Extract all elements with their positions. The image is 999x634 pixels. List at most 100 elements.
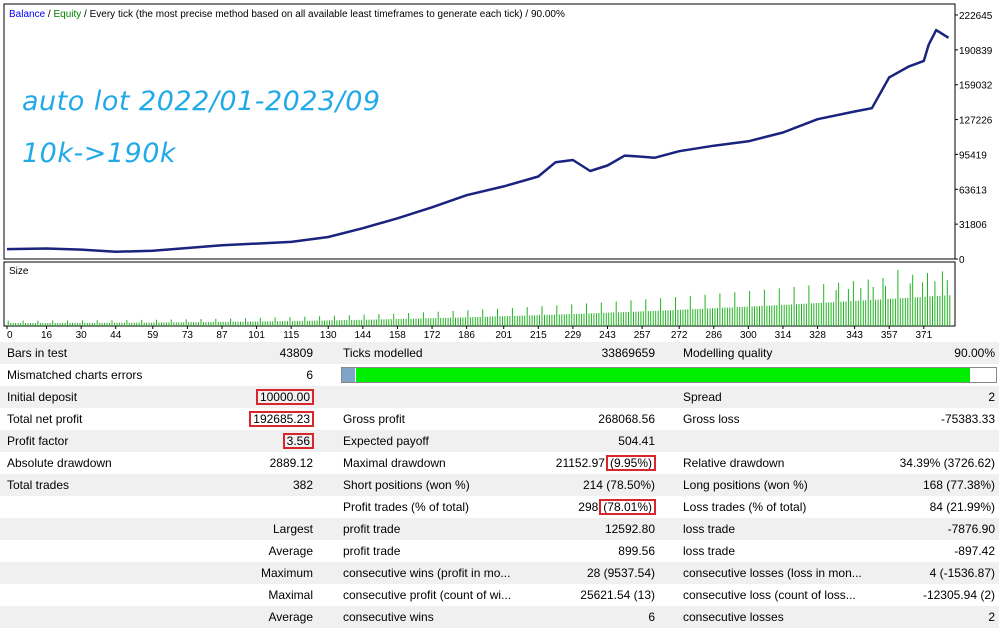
report-value: 33869659 <box>602 342 655 364</box>
report-label: Loss trades (% of total) <box>683 496 806 518</box>
report-text: Initial deposit <box>7 390 78 404</box>
x-tick-label: 101 <box>248 330 265 341</box>
report-text: Average <box>268 544 313 558</box>
report-text: -7876.90 <box>947 522 995 536</box>
report-text: Bars in test <box>7 346 68 360</box>
report-label: Profit trades (% of total) <box>343 496 469 518</box>
report-label: Relative drawdown <box>683 452 784 474</box>
y-tick-label: 127226 <box>959 116 993 127</box>
highlighted-percent: (78.01%) <box>599 499 656 515</box>
y-tick-label: 159032 <box>959 81 993 92</box>
x-tick-label: 343 <box>846 330 863 341</box>
report-value: 84 (21.99%) <box>930 496 995 518</box>
report-row: Absolute drawdown 2889.12 Maximal drawdown… <box>0 452 999 474</box>
report-value: Average <box>269 540 313 562</box>
report-value: Average <box>269 606 313 628</box>
x-tick-label: 44 <box>110 330 122 341</box>
report-row: Profit trades (% of total) 298 (78.01%) Los… <box>0 496 999 518</box>
report-label: Initial deposit <box>7 386 77 408</box>
report-label: consecutive profit (count of wi... <box>343 584 511 606</box>
report-label: Profit factor <box>7 430 68 452</box>
report-row: Profit factor 3.56 Expected payoff 504.41 <box>0 430 999 452</box>
y-tick-label: 63613 <box>959 185 987 196</box>
report-text: consecutive profit (count of wi... <box>343 588 512 602</box>
balance-line <box>6 28 950 254</box>
report-label: Mismatched charts errors <box>7 364 142 386</box>
modelling-quality-bar <box>341 367 997 383</box>
report-value: 21152.97 (9.95%) <box>556 452 657 474</box>
report-row: Total net profit 192685.23 Gross profit 268… <box>0 408 999 430</box>
report-text: Spread <box>683 390 722 404</box>
highlighted-value: 192685.23 <box>249 411 314 427</box>
report-text: consecutive losses <box>683 610 784 624</box>
report-value: 2 <box>988 606 995 628</box>
report-label: Short positions (won %) <box>343 474 470 496</box>
report-text: Gross loss <box>683 412 740 426</box>
report-text: Maximal <box>268 588 313 602</box>
report-row: Bars in test 43809 Ticks modelled 33869659 M… <box>0 342 999 364</box>
report-row: Largest profit trade 12592.80 loss trade -78… <box>0 518 999 540</box>
report-text: consecutive loss (count of loss... <box>683 588 856 602</box>
report-row: Average profit trade 899.56 loss trade -897.… <box>0 540 999 562</box>
report-row: Average consecutive wins 6 consecutive loss… <box>0 606 999 628</box>
x-tick-label: 300 <box>740 330 757 341</box>
report-label: Gross loss <box>683 408 740 430</box>
x-tick-label: 201 <box>495 330 512 341</box>
x-tick-label: 73 <box>182 330 194 341</box>
report-text: consecutive losses (loss in mon... <box>683 566 862 580</box>
x-tick-label: 59 <box>147 330 159 341</box>
highlighted-percent: (9.95%) <box>605 455 657 471</box>
report-value: 12592.80 <box>605 518 655 540</box>
report-label: Spread <box>683 386 722 408</box>
report-text: 25621.54 (13) <box>580 588 655 602</box>
report-value: 168 (77.38%) <box>923 474 995 496</box>
quality-bar-start <box>342 368 355 382</box>
report-text: -897.42 <box>954 544 995 558</box>
report-text: Maximal drawdown <box>343 456 446 470</box>
report-text: 6 <box>648 610 655 624</box>
report-text: Average <box>268 610 313 624</box>
report-value: 268068.56 <box>598 408 655 430</box>
x-tick-label: 215 <box>530 330 547 341</box>
y-tick-label: 0 <box>959 255 965 266</box>
report-label: profit trade <box>343 518 400 540</box>
report-text: Short positions (won %) <box>343 478 470 492</box>
x-tick-label: 186 <box>458 330 475 341</box>
report-label: consecutive losses <box>683 606 784 628</box>
report-text: consecutive wins <box>343 610 434 624</box>
report-value: -75383.33 <box>941 408 995 430</box>
report-value: 214 (78.50%) <box>583 474 655 496</box>
report-value: -897.42 <box>954 540 995 562</box>
x-tick-label: 30 <box>76 330 88 341</box>
report-text: 12592.80 <box>604 522 655 536</box>
balance-chart: Balance / Equity / Every tick (the most … <box>3 3 993 341</box>
report-text: 43809 <box>279 346 313 360</box>
report-text: profit trade <box>343 544 401 558</box>
report-value: 192685.23 <box>249 408 314 430</box>
report-value: Maximal <box>268 584 313 606</box>
chart-legend: Balance / Equity / Every tick (the most … <box>9 9 565 20</box>
report-text: 382 <box>292 478 313 492</box>
x-tick-label: 0 <box>7 330 13 341</box>
report-value: 34.39% (3726.62) <box>900 452 995 474</box>
report-value: Largest <box>273 518 313 540</box>
y-tick-label: 95419 <box>959 150 987 161</box>
report-text: Loss trades (% of total) <box>683 500 807 514</box>
x-tick-label: 115 <box>283 330 299 341</box>
report-text: Modelling quality <box>683 346 773 360</box>
report-label: loss trade <box>683 518 735 540</box>
report-text: Total trades <box>7 478 70 492</box>
report-label: consecutive wins (profit in mo... <box>343 562 510 584</box>
size-chart-frame <box>3 261 956 327</box>
report-text: Total net profit <box>7 412 83 426</box>
report-value: -7876.90 <box>948 518 995 540</box>
report-text: loss trade <box>683 544 736 558</box>
report-text: profit trade <box>343 522 401 536</box>
report-text: loss trade <box>683 522 736 536</box>
report-value: 6 <box>648 606 655 628</box>
report-label: Gross profit <box>343 408 405 430</box>
x-tick-label: 286 <box>705 330 722 341</box>
report-label: Total trades <box>7 474 69 496</box>
x-tick-label: 229 <box>565 330 582 341</box>
x-tick-label: 328 <box>809 330 826 341</box>
